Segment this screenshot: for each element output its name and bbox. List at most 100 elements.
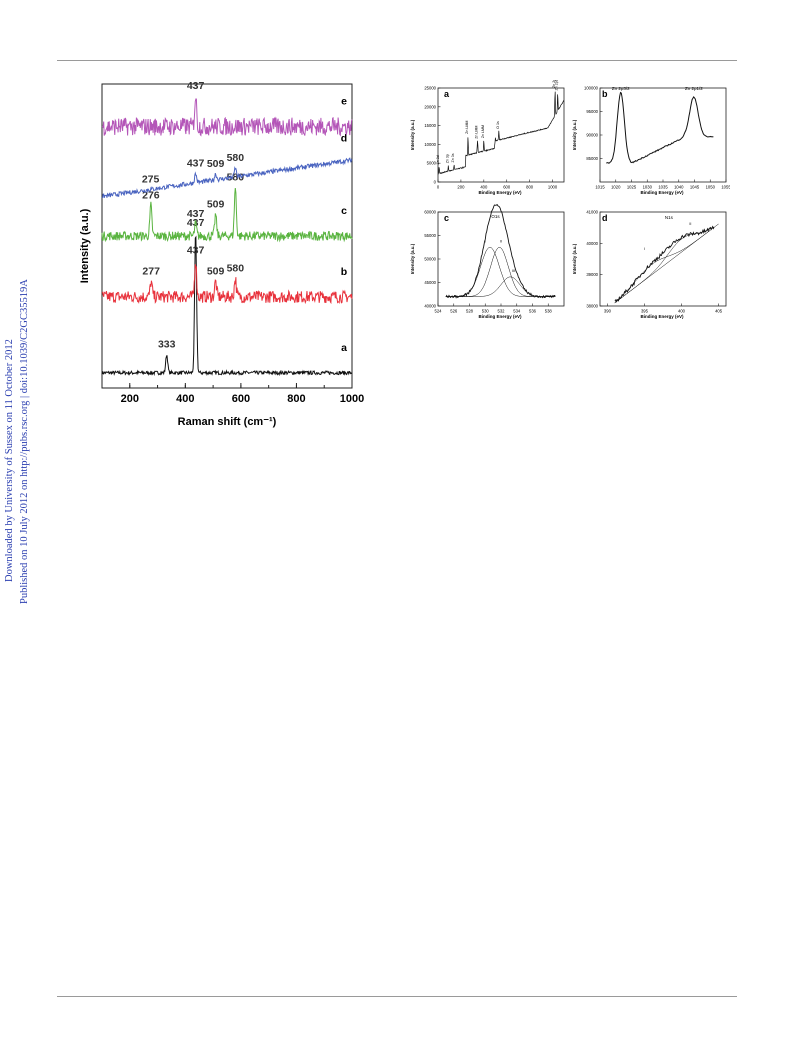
xps-b-x-tick-label: 1055 bbox=[721, 185, 730, 190]
xps-a-peak-label: Zn LMM bbox=[481, 125, 485, 138]
xps-c-peak-label: III bbox=[512, 269, 515, 273]
raman-peak-label: 333 bbox=[158, 339, 176, 351]
xps-c-y-tick-label: 45000 bbox=[424, 280, 436, 285]
xps-c-xlabel: Binding Energy (eV) bbox=[478, 314, 522, 319]
raman-series-d bbox=[101, 157, 353, 199]
xps-a-peak-label: Zn LMM bbox=[475, 126, 479, 139]
raman-peak-label: 276 bbox=[142, 190, 160, 202]
xps-a-x-tick-label: 1000 bbox=[548, 185, 558, 190]
xps-b-spectrum bbox=[606, 91, 714, 164]
xps-c-x-tick-label: 530 bbox=[482, 309, 490, 314]
xps-d-component bbox=[614, 228, 711, 304]
xps-b-x-tick-label: 1045 bbox=[690, 185, 700, 190]
xps-a-peak-label: Zn LMM bbox=[465, 121, 469, 134]
raman-peak-label: 509 bbox=[207, 199, 225, 211]
xps-d-panel-letter: d bbox=[602, 213, 608, 223]
xps-c-component bbox=[445, 276, 556, 297]
xps-a-peak-label: Zn 3d bbox=[436, 155, 440, 164]
xps-d-x-tick-label: 400 bbox=[678, 309, 686, 314]
raman-peak-label: 437 bbox=[187, 208, 205, 220]
xps-c-component bbox=[445, 247, 556, 297]
xps-d-y-tick-label: 40000 bbox=[586, 241, 598, 246]
xps-panel-a: 0 200 400 600 800 100005000100001500020000250… bbox=[410, 80, 565, 195]
xps-a-peak-label: Zn 3p bbox=[445, 154, 449, 163]
xps-d-xlabel: Binding Energy (eV) bbox=[640, 314, 684, 319]
xps-a-x-tick-label: 600 bbox=[503, 185, 511, 190]
xps-d-ylabel: Intensity (a.u.) bbox=[572, 243, 577, 274]
raman-peak-label: 509 bbox=[207, 158, 225, 170]
xps-b-y-tick-label: 100000 bbox=[584, 86, 599, 91]
xps-b-peak-label: Zn 2p1/2 bbox=[685, 86, 703, 91]
raman-series-label: a bbox=[341, 342, 347, 354]
xps-c-x-tick-label: 534 bbox=[513, 309, 521, 314]
xps-d-spectrum bbox=[614, 225, 715, 303]
raman-peak-label: 580 bbox=[227, 152, 245, 164]
raman-x-tick-label: 600 bbox=[232, 393, 250, 405]
raman-series-b bbox=[101, 264, 353, 305]
xps-a-y-tick-label: 20000 bbox=[424, 104, 436, 109]
xps-d-plot-frame bbox=[599, 211, 727, 307]
xps-d-x-tick-label: 405 bbox=[715, 309, 723, 314]
xps-a-x-tick-label: 400 bbox=[480, 185, 488, 190]
xps-b-ylabel: Intensity (a.u.) bbox=[572, 119, 577, 150]
xps-b-peak-label: Zn 2p3/2 bbox=[612, 86, 630, 91]
xps-c-x-tick-label: 536 bbox=[529, 309, 537, 314]
side-note-downloaded: Downloaded by University of Sussex on 11… bbox=[4, 339, 15, 582]
xps-d-y-tick-label: 41000 bbox=[586, 210, 598, 215]
xps-a-peak-label: O 1s bbox=[496, 121, 500, 129]
xps-a-x-tick-label: 800 bbox=[526, 185, 534, 190]
xps-c-peak-label: O1s bbox=[491, 214, 500, 219]
xps-c-component bbox=[445, 247, 556, 297]
xps-a-panel-letter: a bbox=[444, 89, 450, 99]
xps-a-peak-label: Zn 2p3/2 bbox=[552, 80, 556, 88]
xps-c-ylabel: Intensity (a.u.) bbox=[410, 243, 415, 274]
xps-a-y-tick-label: 15000 bbox=[424, 123, 436, 128]
raman-series-e bbox=[101, 98, 353, 137]
xps-c-x-tick-label: 538 bbox=[545, 309, 553, 314]
raman-series-label: d bbox=[341, 133, 347, 145]
xps-c-plot-frame bbox=[437, 211, 565, 307]
xps-a-ylabel: Intensity (a.u.) bbox=[410, 119, 415, 150]
xps-c-x-tick-label: 524 bbox=[435, 309, 443, 314]
xps-a-y-tick-label: 10000 bbox=[424, 142, 436, 147]
xps-b-x-tick-label: 1015 bbox=[595, 185, 605, 190]
xps-c-peak-label: II bbox=[500, 240, 502, 244]
xps-b-x-tick-label: 1020 bbox=[611, 185, 621, 190]
xps-b-x-tick-label: 1040 bbox=[674, 185, 684, 190]
xps-c-x-tick-label: 526 bbox=[450, 309, 458, 314]
xps-c-spectrum bbox=[445, 204, 556, 299]
raman-xlabel: Raman shift (cm⁻¹) bbox=[178, 416, 277, 428]
xps-c-peak-label: I bbox=[485, 240, 486, 244]
raman-x-tick-label: 1000 bbox=[340, 393, 364, 405]
raman-series-a bbox=[101, 235, 353, 377]
xps-a-peak-label: Zn 3s bbox=[451, 153, 455, 162]
raman-x-tick-label: 200 bbox=[121, 393, 139, 405]
xps-a-peak-label: Zn 2p1/2 bbox=[555, 80, 559, 90]
xps-b-panel-letter: b bbox=[602, 89, 608, 99]
xps-b-x-tick-label: 1035 bbox=[658, 185, 668, 190]
raman-peak-label: 437 bbox=[187, 80, 205, 92]
xps-d-y-tick-label: 38000 bbox=[586, 304, 598, 309]
xps-c-x-tick-label: 528 bbox=[466, 309, 474, 314]
xps-a-y-tick-label: 0 bbox=[434, 180, 437, 185]
raman-series-c bbox=[101, 188, 353, 243]
raman-peak-label: 509 bbox=[207, 266, 225, 278]
xps-a-x-tick-label: 200 bbox=[457, 185, 465, 190]
raman-x-tick-label: 400 bbox=[176, 393, 194, 405]
xps-d-peak-label: I bbox=[644, 247, 645, 251]
xps-d-component bbox=[614, 229, 711, 303]
xps-b-xlabel: Binding Energy (eV) bbox=[640, 190, 684, 195]
xps-a-spectrum bbox=[437, 91, 565, 175]
xps-d-y-tick-label: 39000 bbox=[586, 272, 598, 277]
raman-peak-label: 437 bbox=[187, 158, 205, 170]
xps-b-x-tick-label: 1050 bbox=[706, 185, 716, 190]
raman-peak-label: 275 bbox=[142, 173, 160, 185]
raman-series-label: b bbox=[341, 266, 347, 278]
raman-x-tick-label: 800 bbox=[287, 393, 305, 405]
xps-panel-c: 524 526 528 530 532 534 536 538 40000 45000 50000 5… bbox=[410, 204, 565, 319]
raman-series-label: c bbox=[341, 205, 347, 217]
raman-peak-label: 437 bbox=[187, 244, 205, 256]
raman-series-label: e bbox=[341, 96, 347, 108]
